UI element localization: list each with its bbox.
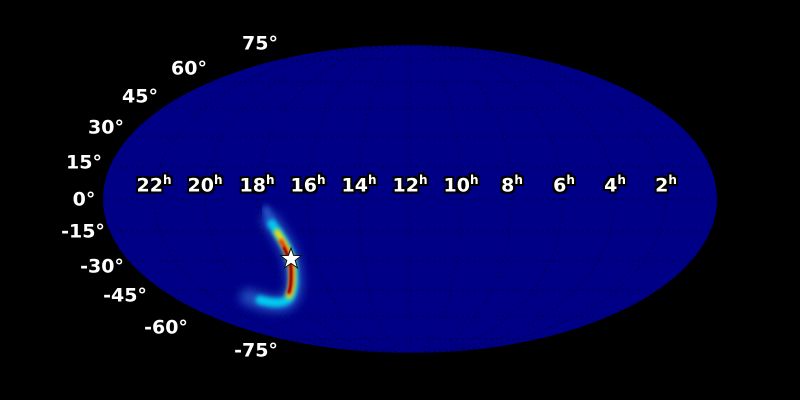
ra-label-value: 4	[604, 174, 618, 197]
ra-label-unit: h	[265, 173, 275, 188]
probability-arc	[240, 205, 303, 313]
dec-label-minus75: -75°	[234, 339, 278, 362]
ra-label-2h: 2h	[655, 174, 677, 197]
graticule	[103, 45, 717, 353]
ra-label-value: 20	[187, 174, 214, 197]
ra-label-value: 18	[239, 174, 266, 197]
ra-label-value: 8	[501, 174, 515, 197]
arc-dark-core	[282, 246, 293, 294]
dec-label-30: 30°	[88, 116, 124, 139]
dec-label-minus30: -30°	[80, 255, 124, 278]
meridian-pair-1	[358, 45, 462, 353]
ra-label-unit: h	[367, 173, 377, 188]
ra-label-16h: 16h	[290, 174, 326, 197]
dec-label-minus45: -45°	[103, 284, 147, 307]
ra-label-value: 6	[553, 174, 567, 197]
ra-label-unit: h	[316, 173, 326, 188]
ra-label-10h: 10h	[443, 174, 479, 197]
dec-label-75: 75°	[242, 32, 278, 55]
ra-label-value: 2	[655, 174, 669, 197]
meridian-pair-3	[256, 45, 564, 353]
dec-label-45: 45°	[122, 85, 158, 108]
ra-label-unit: h	[469, 173, 479, 188]
dec-label-60: 60°	[171, 57, 207, 80]
dec-label-0: 0°	[72, 188, 96, 211]
dec-label-15: 15°	[66, 151, 102, 174]
ra-label-value: 14	[341, 174, 368, 197]
ra-label-value: 12	[392, 174, 419, 197]
ra-label-12h: 12h	[392, 174, 428, 197]
ra-label-22h: 22h	[136, 174, 172, 197]
ra-label-20h: 20h	[187, 174, 223, 197]
ra-label-unit: h	[566, 173, 575, 188]
ra-label-unit: h	[418, 173, 428, 188]
ra-label-6h: 6h	[553, 174, 575, 197]
ra-label-unit: h	[617, 173, 626, 188]
ra-label-value: 16	[290, 174, 317, 197]
ra-label-18h: 18h	[239, 174, 275, 197]
meridian-pair-4	[204, 45, 616, 353]
dec-label-minus15: -15°	[61, 220, 105, 243]
ra-label-value: 10	[443, 174, 470, 197]
ra-label-unit: h	[514, 173, 523, 188]
ra-label-14h: 14h	[341, 174, 377, 197]
dec-label-minus60: -60°	[144, 316, 188, 339]
ra-label-4h: 4h	[604, 174, 626, 197]
ra-label-unit: h	[213, 173, 223, 188]
star-marker-icon	[279, 246, 303, 270]
ra-label-unit: h	[162, 173, 172, 188]
ra-label-8h: 8h	[501, 174, 523, 197]
ra-label-unit: h	[668, 173, 677, 188]
meridian-pair-5	[153, 45, 667, 353]
ra-label-value: 22	[136, 174, 163, 197]
